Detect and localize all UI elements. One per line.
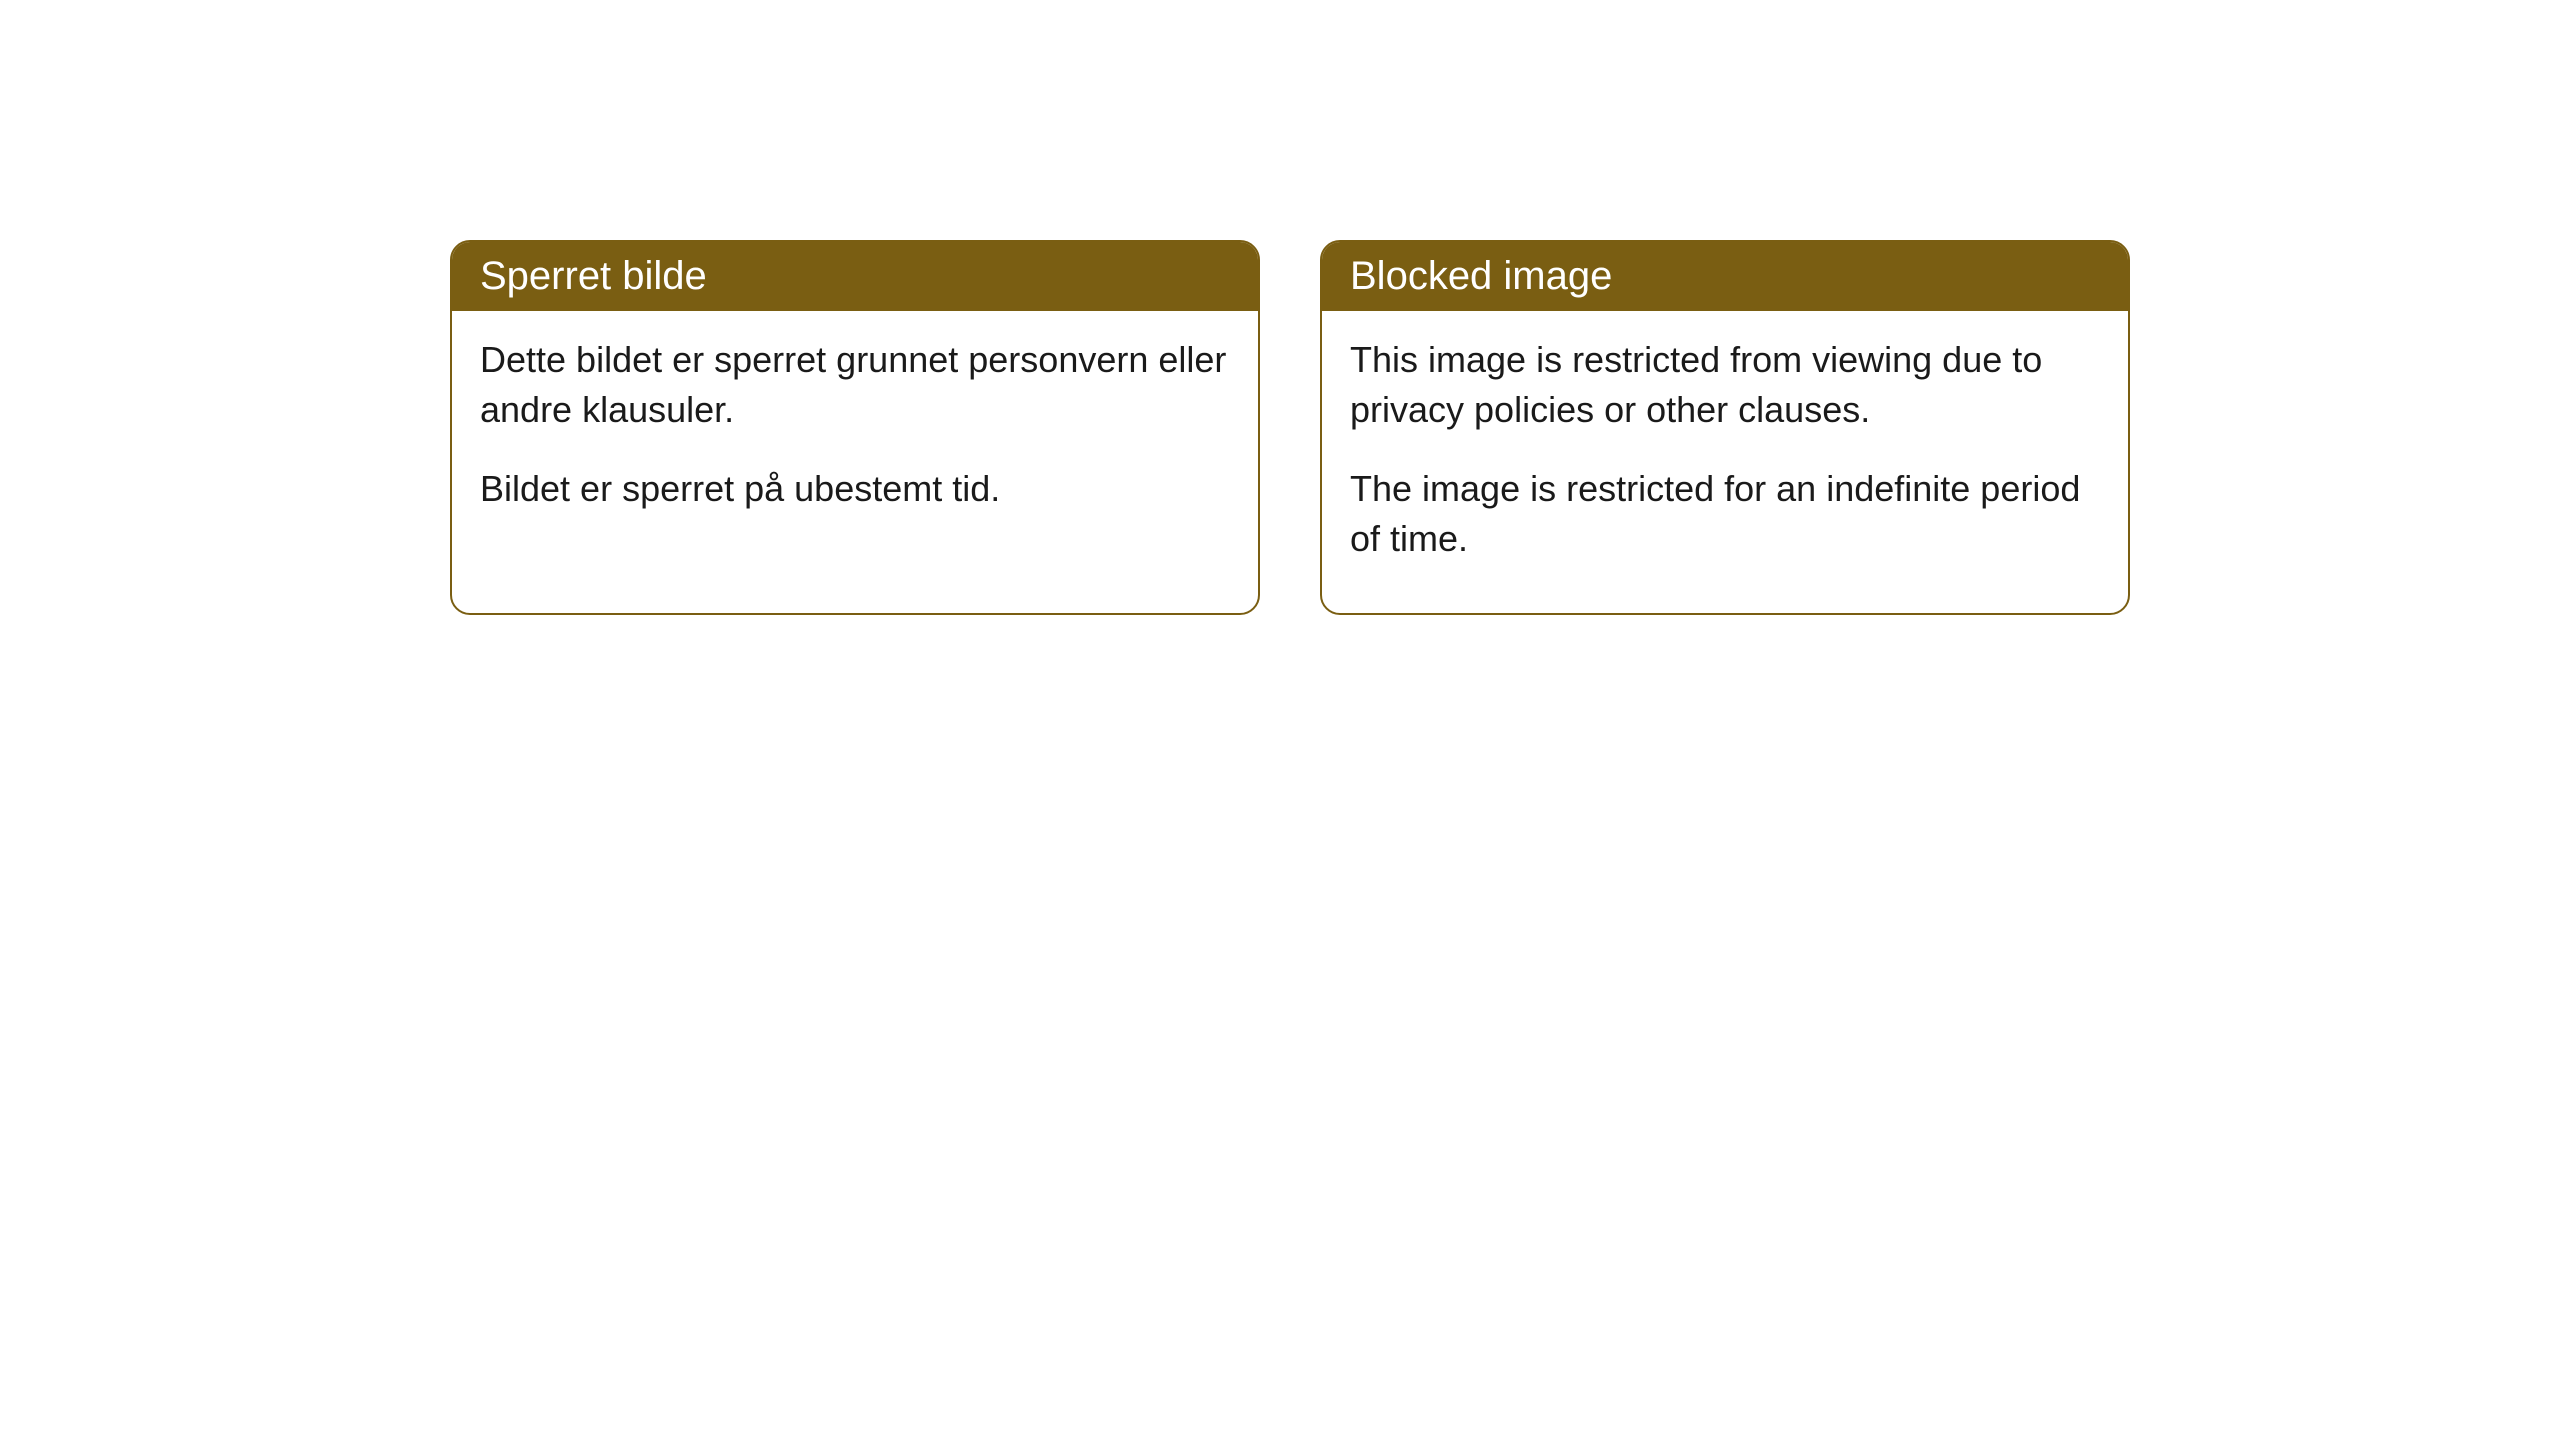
card-paragraph: This image is restricted from viewing du…: [1350, 335, 2100, 436]
card-body: This image is restricted from viewing du…: [1322, 311, 2128, 613]
card-paragraph: The image is restricted for an indefinit…: [1350, 464, 2100, 565]
blocked-image-card-english: Blocked image This image is restricted f…: [1320, 240, 2130, 615]
card-paragraph: Dette bildet er sperret grunnet personve…: [480, 335, 1230, 436]
card-header: Blocked image: [1322, 242, 2128, 311]
card-header: Sperret bilde: [452, 242, 1258, 311]
card-paragraph: Bildet er sperret på ubestemt tid.: [480, 464, 1230, 514]
card-title: Blocked image: [1350, 254, 1612, 298]
blocked-image-card-norwegian: Sperret bilde Dette bildet er sperret gr…: [450, 240, 1260, 615]
card-title: Sperret bilde: [480, 254, 707, 298]
cards-container: Sperret bilde Dette bildet er sperret gr…: [450, 240, 2130, 615]
card-body: Dette bildet er sperret grunnet personve…: [452, 311, 1258, 562]
